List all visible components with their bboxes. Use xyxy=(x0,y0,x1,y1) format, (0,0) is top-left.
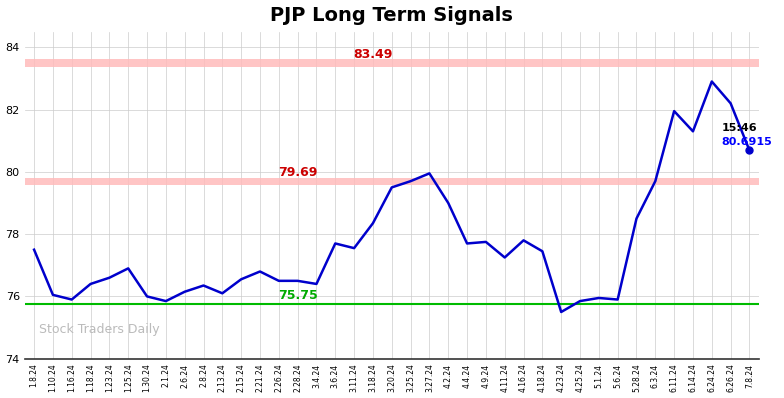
Text: 79.69: 79.69 xyxy=(278,166,318,179)
Bar xyxy=(24,59,759,67)
Text: 15:46: 15:46 xyxy=(721,123,757,133)
Text: 80.6915: 80.6915 xyxy=(721,137,772,147)
Text: Stock Traders Daily: Stock Traders Daily xyxy=(39,323,160,336)
Text: 75.75: 75.75 xyxy=(278,289,318,302)
Bar xyxy=(24,178,759,185)
Text: 83.49: 83.49 xyxy=(354,48,393,60)
Title: PJP Long Term Signals: PJP Long Term Signals xyxy=(270,6,514,25)
